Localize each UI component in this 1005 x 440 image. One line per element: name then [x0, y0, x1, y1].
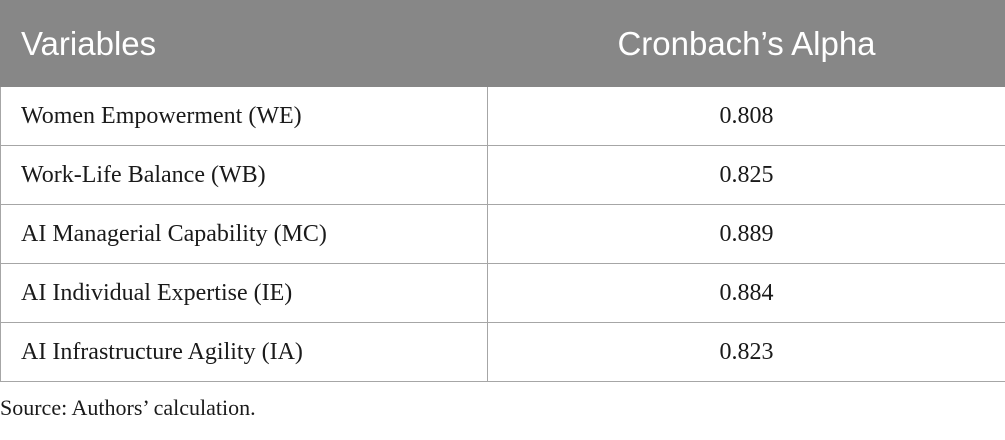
alpha-cell: 0.808 — [487, 86, 1005, 146]
variable-cell: AI Managerial Capability (MC) — [0, 204, 488, 264]
table-body: Women Empowerment (WE) 0.808 Work-Life B… — [0, 86, 1005, 382]
header-cronbach-alpha: Cronbach’s Alpha — [487, 0, 1005, 87]
table-header: Variables Cronbach’s Alpha — [0, 0, 1005, 87]
alpha-cell: 0.889 — [487, 204, 1005, 264]
header-row: Variables Cronbach’s Alpha — [0, 0, 1005, 87]
table-row: AI Individual Expertise (IE) 0.884 — [0, 263, 1005, 323]
variable-cell: AI Infrastructure Agility (IA) — [0, 322, 488, 382]
header-variables: Variables — [0, 0, 488, 87]
variable-cell: AI Individual Expertise (IE) — [0, 263, 488, 323]
alpha-cell: 0.884 — [487, 263, 1005, 323]
alpha-cell: 0.825 — [487, 145, 1005, 205]
table-row: Work-Life Balance (WB) 0.825 — [0, 145, 1005, 205]
alpha-cell: 0.823 — [487, 322, 1005, 382]
table-row: AI Managerial Capability (MC) 0.889 — [0, 204, 1005, 264]
source-note: Source: Authors’ calculation. — [0, 395, 256, 420]
variable-cell: Work-Life Balance (WB) — [0, 145, 488, 205]
table-row: AI Infrastructure Agility (IA) 0.823 — [0, 322, 1005, 382]
table-row: Women Empowerment (WE) 0.808 — [0, 86, 1005, 146]
variable-cell: Women Empowerment (WE) — [0, 86, 488, 146]
reliability-table-container: Variables Cronbach’s Alpha Women Empower… — [0, 0, 1005, 382]
reliability-table: Variables Cronbach’s Alpha Women Empower… — [0, 0, 1005, 382]
